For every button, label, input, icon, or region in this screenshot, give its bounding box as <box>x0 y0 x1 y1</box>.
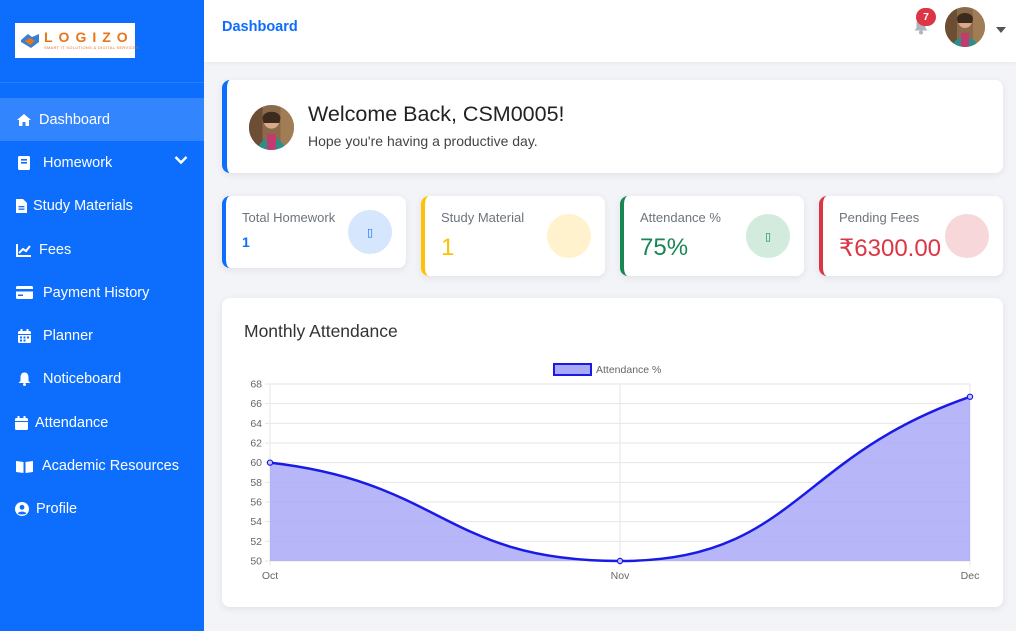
chart-line-icon <box>15 241 33 259</box>
handshake-logo-icon <box>19 30 41 52</box>
caret-down-icon[interactable] <box>996 21 1006 39</box>
sidebar-item-study-materials[interactable]: Study Materials <box>0 185 204 228</box>
chart-title: Monthly Attendance <box>244 321 398 341</box>
sidebar-item-label: Academic Resources <box>42 458 179 475</box>
welcome-subtitle: Hope you're having a productive day. <box>308 133 538 149</box>
tasks-icon: ▯ <box>348 210 392 254</box>
legend-swatch <box>553 363 592 376</box>
user-avatar[interactable] <box>945 7 985 47</box>
sidebar-item-dashboard[interactable]: Dashboard <box>0 98 204 142</box>
brand-logo[interactable]: LOGIZO SMART IT SOLUTIONS & DIGITAL SERV… <box>15 23 139 58</box>
brand-tagline: SMART IT SOLUTIONS & DIGITAL SERVICES <box>44 45 140 50</box>
welcome-title: Welcome Back, CSM0005! <box>308 102 565 126</box>
sidebar-item-planner[interactable]: Planner <box>0 314 204 357</box>
stat-value: 75% <box>640 234 689 261</box>
y-tick-label: 64 <box>250 418 262 430</box>
sidebar-item-homework[interactable]: Homework <box>0 141 204 184</box>
credit-card-icon <box>15 284 33 302</box>
page-title: Dashboard <box>222 19 298 35</box>
sidebar-item-label: Planner <box>43 328 93 345</box>
stat-card-attendance[interactable]: Attendance % 75% ▯ <box>620 196 804 276</box>
sidebar-item-attendance[interactable]: Attendance <box>0 401 204 444</box>
x-tick-label: Dec <box>961 570 980 582</box>
top-bar: Dashboard 7 <box>204 0 1016 62</box>
calendar-icon <box>15 327 33 345</box>
y-tick-label: 68 <box>250 379 262 391</box>
sidebar-item-label: Profile <box>36 501 78 518</box>
y-tick-label: 50 <box>250 556 262 568</box>
y-tick-label: 60 <box>250 457 262 469</box>
file-icon <box>15 197 27 215</box>
stat-value: ₹6300.00 <box>839 235 942 262</box>
x-tick-label: Nov <box>611 570 630 582</box>
calendar-icon: ▯ <box>746 214 790 258</box>
sidebar-item-label: Homework <box>43 154 113 171</box>
book-icon <box>15 154 33 172</box>
stat-card-study-material[interactable]: Study Material 1 <box>421 196 605 276</box>
attendance-area-chart: 50 52 54 56 58 60 62 64 66 68 Oct Nov Dec Attendance … <box>250 363 980 582</box>
home-icon <box>15 111 33 129</box>
stat-card-total-homework[interactable]: Total Homework 1 ▯ <box>222 196 406 268</box>
user-circle-icon <box>15 500 29 518</box>
y-tick-label: 58 <box>250 477 262 489</box>
stat-label: Study Material <box>441 210 525 225</box>
stat-label: Total Homework <box>242 210 336 225</box>
stat-card-pending-fees[interactable]: Pending Fees ₹6300.00 <box>819 196 1003 276</box>
sidebar-item-label: Payment History <box>43 284 150 301</box>
sidebar-item-label: Study Materials <box>33 198 133 215</box>
data-point <box>266 459 274 466</box>
data-point <box>616 557 624 565</box>
sidebar-item-label: Noticeboard <box>43 371 122 388</box>
sidebar-divider <box>0 82 204 83</box>
sidebar-item-label: Attendance <box>35 414 109 431</box>
book-icon <box>547 214 591 258</box>
stat-label: Attendance % <box>640 210 721 225</box>
sidebar-item-label: Fees <box>39 241 72 258</box>
stat-label: Pending Fees <box>839 210 920 225</box>
y-tick-label: 62 <box>250 438 262 450</box>
sidebar-item-fees[interactable]: Fees <box>0 228 204 271</box>
y-tick-label: 56 <box>250 497 262 509</box>
notification-badge[interactable]: 7 <box>916 8 936 26</box>
legend-label: Attendance % <box>596 364 661 376</box>
sidebar-item-noticeboard[interactable]: Noticeboard <box>0 358 204 401</box>
sidebar-item-payment-history[interactable]: Payment History <box>0 271 204 314</box>
sidebar-item-label: Dashboard <box>39 111 110 128</box>
welcome-avatar <box>249 105 294 150</box>
sidebar-item-profile[interactable]: Profile <box>0 488 204 531</box>
x-tick-label: Oct <box>262 570 278 582</box>
money-icon <box>945 214 989 258</box>
data-point <box>966 393 974 400</box>
bell-icon <box>15 370 33 388</box>
y-tick-label: 54 <box>250 516 262 528</box>
brand-name: LOGIZO <box>44 29 134 45</box>
welcome-card: Welcome Back, CSM0005! Hope you're havin… <box>222 80 1003 173</box>
open-book-icon <box>15 457 33 475</box>
chevron-down-icon[interactable] <box>174 153 188 169</box>
y-tick-label: 52 <box>250 536 262 548</box>
calendar-check-icon <box>15 414 28 432</box>
y-tick-label: 66 <box>250 398 262 410</box>
stat-value: 1 <box>242 234 250 250</box>
stat-value: 1 <box>441 234 455 261</box>
sidebar: LOGIZO SMART IT SOLUTIONS & DIGITAL SERV… <box>0 0 204 631</box>
sidebar-nav: Dashboard Homework Study Materials Fees <box>0 98 204 531</box>
attendance-chart-card: Monthly Attendance 50 52 54 56 58 60 62 64 66 68 O… <box>222 298 1003 607</box>
sidebar-item-academic-resources[interactable]: Academic Resources <box>0 444 204 487</box>
